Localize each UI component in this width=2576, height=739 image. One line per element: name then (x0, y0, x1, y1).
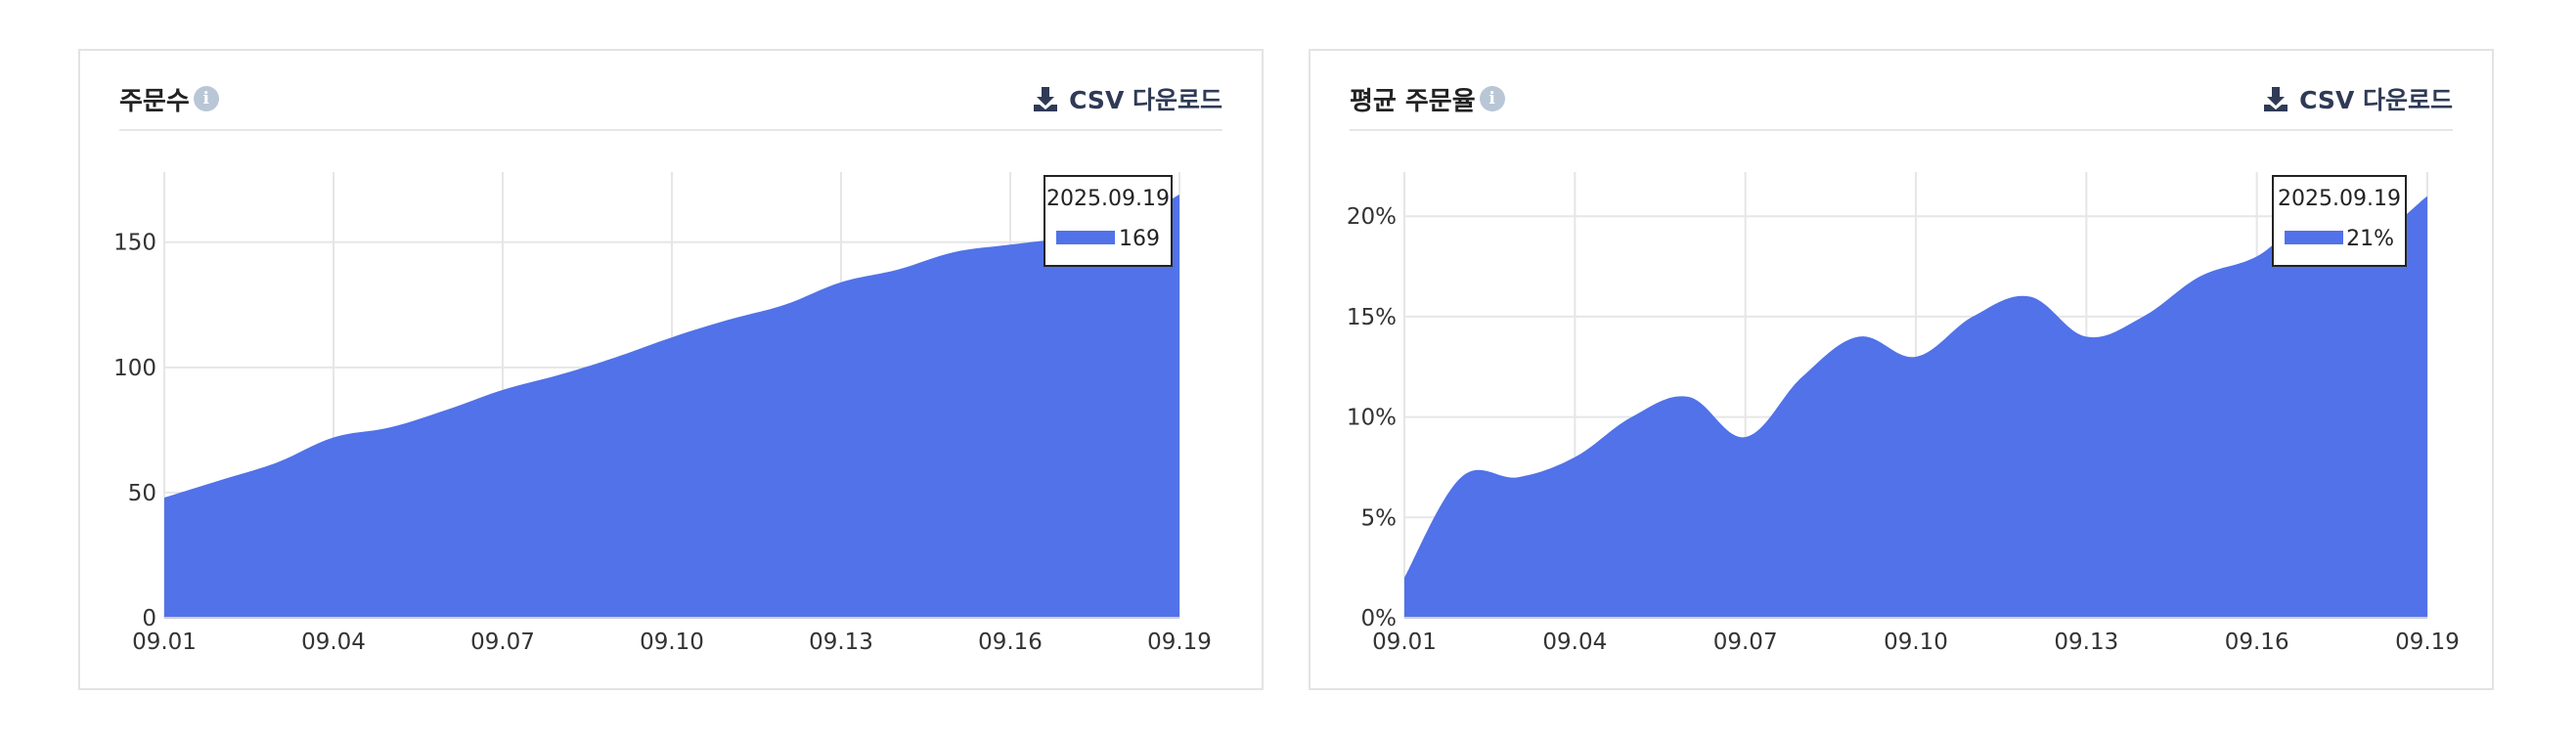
card-header: 주문수 i CSV 다운로드 (119, 51, 1222, 131)
card-title: 주문수 (119, 86, 190, 116)
x-tick-label: 09.04 (1542, 630, 1607, 655)
csv-download-label: CSV 다운로드 (2299, 86, 2453, 114)
x-tick-label: 09.01 (1372, 630, 1437, 655)
x-tick-label: 09.13 (2054, 630, 2118, 655)
tooltip-swatch (2285, 231, 2343, 244)
x-tick-label: 09.07 (470, 630, 535, 655)
x-tick-label: 09.04 (301, 630, 366, 655)
download-icon (1034, 87, 1058, 111)
avg-order-rate-card: 평균 주문율 i CSV 다운로드 0% 5% 10% 15% 20% 09.01 09.0… (1309, 49, 2494, 690)
title-wrap: 평균 주문율 i (1350, 81, 1505, 117)
y-tick-label: 0% (1361, 606, 1398, 631)
y-tick-label: 50 (128, 481, 156, 506)
csv-download-label: CSV 다운로드 (1069, 86, 1222, 114)
y-tick-label: 10% (1347, 406, 1397, 431)
y-tick-label: 0 (142, 606, 156, 631)
tooltip-swatch (1056, 231, 1115, 244)
tooltip: 2025.09.19 169 (1044, 175, 1173, 267)
series-area (1404, 196, 2427, 618)
y-tick-label: 5% (1361, 505, 1398, 531)
avg-order-rate-area-chart: 0% 5% 10% 15% 20% 09.01 09.04 09.07 09.10 09.13 09… (1347, 172, 2460, 655)
y-tick-label: 20% (1347, 204, 1397, 230)
tooltip-value: 21% (2346, 227, 2394, 251)
info-icon[interactable]: i (193, 86, 219, 111)
info-icon[interactable]: i (1479, 86, 1505, 111)
orders-card: 주문수 i CSV 다운로드 0 50 100 150 09.01 09.04 09.07 0… (78, 49, 1264, 690)
card-header: 평균 주문율 i CSV 다운로드 (1350, 51, 2453, 131)
download-icon (2264, 87, 2288, 111)
x-tick-label: 09.16 (978, 630, 1043, 655)
tooltip-date: 2025.09.19 (2278, 187, 2401, 211)
x-tick-label: 09.16 (2225, 630, 2289, 655)
csv-download-button[interactable]: CSV 다운로드 (1032, 81, 1222, 116)
tooltip: 2025.09.19 21% (2272, 175, 2407, 267)
tooltip-box (1044, 175, 1173, 267)
orders-area-chart: 0 50 100 150 09.01 09.04 09.07 09.10 09.13 09.16 0… (113, 172, 1212, 655)
y-tick-label: 150 (113, 231, 156, 256)
csv-download-button[interactable]: CSV 다운로드 (2262, 81, 2453, 116)
x-tick-label: 09.10 (640, 630, 704, 655)
tooltip-date: 2025.09.19 (1046, 187, 1170, 211)
tooltip-value: 169 (1119, 227, 1160, 251)
title-wrap: 주문수 i (119, 81, 219, 117)
x-tick-label: 09.01 (132, 630, 197, 655)
tooltip-box (2272, 175, 2407, 267)
x-tick-label: 09.10 (1884, 630, 1948, 655)
x-tick-label: 09.07 (1713, 630, 1778, 655)
x-tick-label: 09.19 (2395, 630, 2460, 655)
x-tick-label: 09.19 (1147, 630, 1212, 655)
y-tick-label: 15% (1347, 305, 1397, 330)
series-area (164, 195, 1179, 618)
y-tick-label: 100 (113, 356, 156, 381)
x-tick-label: 09.13 (809, 630, 873, 655)
card-title: 평균 주문율 (1350, 86, 1476, 116)
